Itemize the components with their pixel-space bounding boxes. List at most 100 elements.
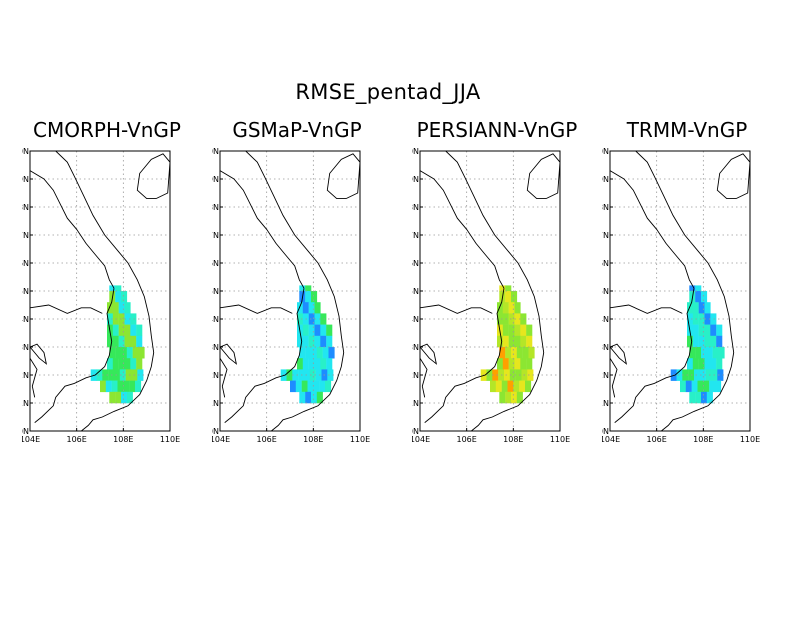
grid-cell: [286, 369, 293, 381]
grid-cell: [124, 335, 131, 348]
coastline: [419, 357, 428, 398]
grid-cell: [497, 335, 504, 348]
lat-tick-label: 14N: [602, 315, 609, 324]
grid-cell: [704, 358, 711, 370]
grid-cell: [699, 369, 706, 381]
grid-cell: [497, 313, 504, 325]
grid-cell: [505, 291, 512, 303]
grid-cell: [297, 335, 304, 348]
lake-outline: [219, 343, 237, 365]
island-outline: [326, 153, 361, 200]
panel-gsmap: GSMaP-VnGP 20N 19N 18N 17N 16N 15N 14N 13N 12N 11…: [212, 118, 382, 448]
grid-cell: [328, 347, 335, 359]
grid-cell: [107, 302, 114, 314]
panel-persiann: PERSIANN-VnGP 20N 19N 18N 17N 16N 15N 14N 13N 12…: [412, 118, 582, 448]
grid-cell: [96, 369, 103, 381]
lat-tick-label: 17N: [22, 231, 29, 240]
lat-tick-label: 17N: [412, 231, 419, 240]
coastline: [445, 150, 545, 432]
border-line: [29, 304, 103, 314]
lat-tick-label: 18N: [22, 203, 29, 212]
grid-cell: [499, 347, 506, 359]
grid-cell: [305, 391, 312, 404]
grid-cell: [305, 347, 312, 359]
coastline: [609, 357, 618, 398]
grid-cell: [712, 347, 719, 359]
grid-cell: [138, 347, 145, 359]
grid-cell: [710, 324, 717, 337]
lat-tick-label: 13N: [412, 343, 419, 352]
panel-trmm: TRMM-VnGP 20N 19N 18N 17N 16N 15N 14N 13N 12N 11N…: [602, 118, 772, 448]
island-outline: [136, 153, 171, 200]
grid-cell: [316, 347, 323, 359]
grid-cell: [311, 291, 318, 303]
grid-cell: [718, 347, 725, 359]
coastline: [245, 150, 345, 432]
grid-cell: [136, 358, 143, 370]
lat-tick-label: 12N: [602, 371, 609, 380]
grid-cell: [692, 324, 699, 337]
grid-cell: [299, 347, 306, 359]
grid-cell: [105, 380, 112, 393]
lon-tick-label: 110E: [550, 435, 570, 444]
grid-cell: [490, 380, 497, 393]
lat-tick-label: 18N: [602, 203, 609, 212]
grid-cell: [124, 358, 131, 370]
grid-cell: [314, 358, 321, 370]
lat-tick-label: 15N: [212, 287, 219, 296]
lat-tick-label: 15N: [412, 287, 419, 296]
grid-cell: [302, 324, 309, 337]
coastline: [635, 150, 735, 432]
grid-cell: [320, 358, 327, 370]
grid-cell: [302, 302, 309, 314]
island-outline: [526, 153, 561, 200]
grid-cell: [499, 285, 506, 292]
grid-cell: [309, 369, 316, 381]
grid-cell: [308, 324, 315, 337]
grid-cell: [320, 313, 327, 325]
map-trmm: 20N 19N 18N 17N 16N 15N 14N 13N 12N 11N 10N104E 106…: [602, 147, 760, 444]
lat-tick-label: 10N: [412, 427, 419, 436]
grid-cell: [692, 358, 699, 370]
grid-cell: [297, 313, 304, 325]
lat-tick-label: 14N: [212, 315, 219, 324]
grid-cell: [520, 335, 527, 348]
grid-cell: [117, 380, 124, 393]
grid-cell: [710, 335, 717, 348]
lat-tick-label: 20N: [212, 147, 219, 156]
grid-cell: [102, 369, 109, 381]
lon-tick-label: 106E: [457, 435, 477, 444]
grid-cell: [100, 380, 107, 393]
grid-cell: [687, 302, 694, 314]
grid-cell: [121, 291, 128, 303]
lon-tick-label: 106E: [257, 435, 277, 444]
grid-cell: [508, 302, 515, 314]
grid-cell: [315, 369, 322, 381]
lat-tick-label: 12N: [22, 371, 29, 380]
grid-cell: [495, 380, 502, 393]
grid-cell: [136, 335, 143, 348]
grid-cell: [308, 302, 315, 314]
grid-cell: [107, 313, 114, 325]
grid-cell: [107, 335, 114, 348]
grid-cell: [505, 285, 512, 292]
lake-outline: [29, 343, 47, 365]
grid-cell: [301, 380, 308, 393]
grid-cell: [515, 369, 522, 381]
grid-cell: [112, 324, 119, 337]
grid-cell: [486, 369, 493, 381]
grid-cell: [326, 324, 333, 337]
lat-tick-label: 11N: [412, 399, 419, 408]
lon-tick-label: 110E: [350, 435, 370, 444]
border-line: [29, 170, 115, 289]
grid-cell: [327, 369, 334, 381]
grid-cell: [501, 380, 508, 393]
lon-tick-label: 106E: [67, 435, 87, 444]
lat-tick-label: 17N: [212, 231, 219, 240]
grid-cell: [502, 302, 509, 314]
lat-tick-label: 20N: [22, 147, 29, 156]
grid-cell: [513, 380, 520, 393]
grid-cell: [701, 347, 708, 359]
grid-cell: [528, 347, 535, 359]
figure-title: RMSE_pentad_JJA: [295, 80, 481, 104]
